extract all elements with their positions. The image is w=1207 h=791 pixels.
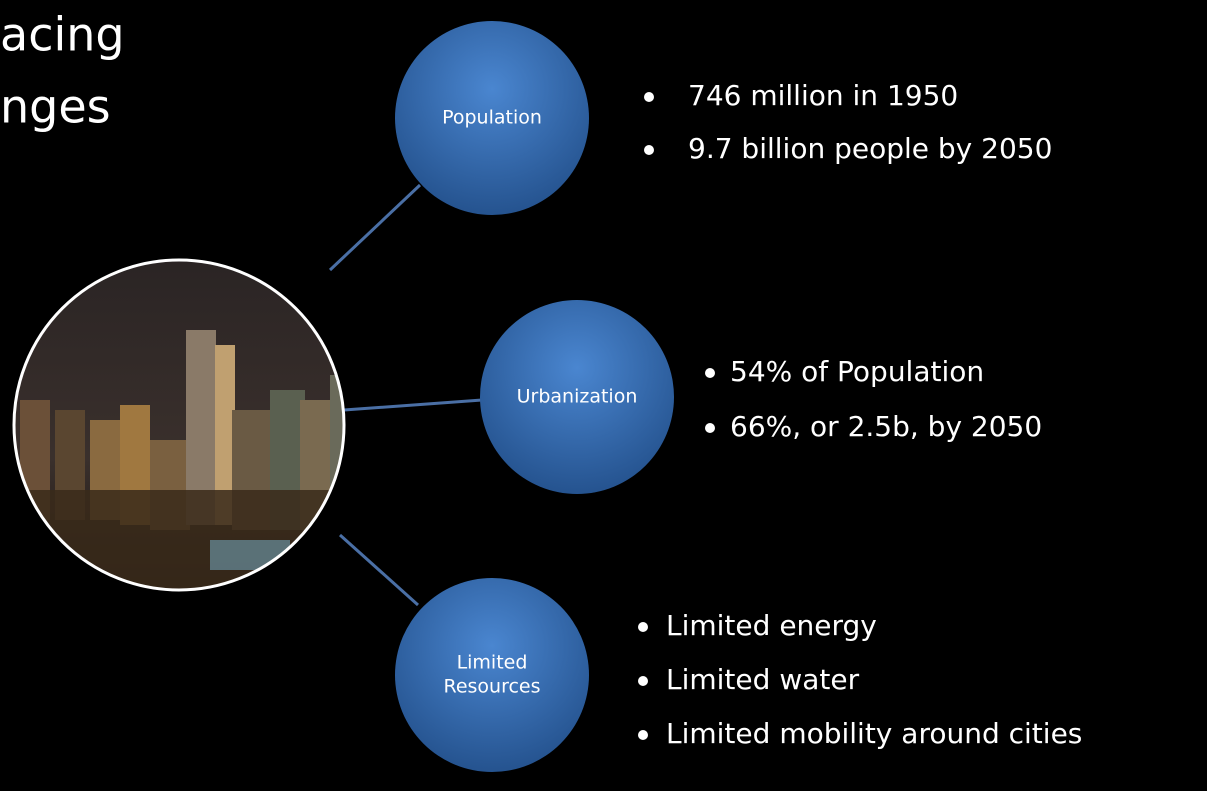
bullet-dot xyxy=(638,676,648,686)
slide: acing nges Population 746 million in 1950 9… xyxy=(0,0,1207,791)
bullet-dot xyxy=(644,92,654,102)
nodes: Population 746 million in 1950 9.7 billion… xyxy=(395,21,1082,772)
bullet-text: Limited water xyxy=(666,663,860,696)
bullet-dot xyxy=(644,145,654,155)
connectors xyxy=(330,185,482,605)
node-label: Urbanization xyxy=(517,386,638,408)
bullet-text: 66%, or 2.5b, by 2050 xyxy=(730,410,1042,443)
bullet-text: 9.7 billion people by 2050 xyxy=(688,132,1052,165)
bullet-dot xyxy=(638,730,648,740)
bullet-text: 746 million in 1950 xyxy=(688,79,958,112)
node-label: Resources xyxy=(443,676,540,698)
title: acing nges xyxy=(0,8,125,134)
node: Urbanization 54% of Population 66%, or 2.5… xyxy=(480,300,1042,494)
title-line: acing xyxy=(0,8,125,62)
page: {"title": {"lines": ["acing", "nges"]}, … xyxy=(0,0,1207,791)
node-label: Population xyxy=(442,107,542,129)
bullet-dot xyxy=(638,622,648,632)
bullet-text: Limited mobility around cities xyxy=(666,717,1082,750)
node-label: Limited xyxy=(457,652,528,674)
bullet-text: Limited energy xyxy=(666,609,877,642)
bullet-text: 54% of Population xyxy=(730,355,984,388)
bullet-dot xyxy=(705,423,715,433)
city-photo xyxy=(10,255,355,600)
bullet-dot xyxy=(705,368,715,378)
node: Population 746 million in 1950 9.7 billion… xyxy=(395,21,1052,215)
title-line: nges xyxy=(0,80,111,134)
